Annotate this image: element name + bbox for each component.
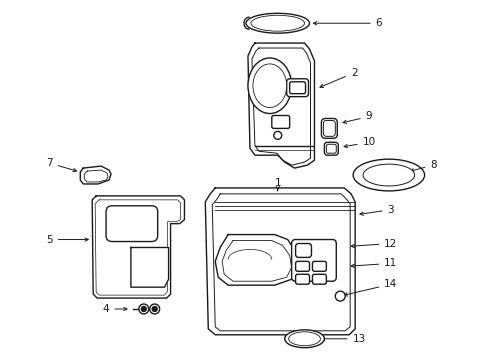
FancyBboxPatch shape <box>295 243 311 257</box>
FancyBboxPatch shape <box>295 274 309 284</box>
FancyBboxPatch shape <box>312 261 325 271</box>
Circle shape <box>149 304 160 314</box>
Text: 14: 14 <box>344 279 397 296</box>
Text: 3: 3 <box>359 205 393 215</box>
Circle shape <box>139 304 148 314</box>
Polygon shape <box>92 196 184 298</box>
Ellipse shape <box>288 332 320 346</box>
Circle shape <box>273 131 281 139</box>
FancyBboxPatch shape <box>321 118 337 138</box>
Ellipse shape <box>250 15 304 31</box>
FancyBboxPatch shape <box>291 239 336 281</box>
Ellipse shape <box>252 64 286 108</box>
Text: 2: 2 <box>319 68 357 87</box>
Ellipse shape <box>247 58 291 113</box>
Ellipse shape <box>245 13 309 33</box>
Ellipse shape <box>362 164 414 186</box>
Text: 6: 6 <box>313 18 382 28</box>
Text: 10: 10 <box>344 137 375 148</box>
Text: 1: 1 <box>274 178 281 191</box>
Text: 11: 11 <box>350 258 397 268</box>
Text: 12: 12 <box>350 239 397 248</box>
Ellipse shape <box>284 330 324 348</box>
Polygon shape <box>80 166 111 184</box>
Text: 5: 5 <box>46 234 88 244</box>
FancyBboxPatch shape <box>312 274 325 284</box>
Polygon shape <box>247 43 314 168</box>
Text: 8: 8 <box>409 160 436 172</box>
FancyBboxPatch shape <box>286 79 308 96</box>
FancyBboxPatch shape <box>106 206 157 242</box>
FancyBboxPatch shape <box>289 82 305 94</box>
Text: 4: 4 <box>102 304 127 314</box>
FancyBboxPatch shape <box>324 142 338 155</box>
Text: 9: 9 <box>342 112 371 123</box>
Polygon shape <box>131 247 168 287</box>
Ellipse shape <box>352 159 424 191</box>
Polygon shape <box>215 235 297 285</box>
Text: 13: 13 <box>321 334 365 344</box>
Circle shape <box>152 306 157 311</box>
Circle shape <box>335 291 345 301</box>
Circle shape <box>141 306 146 311</box>
Polygon shape <box>205 188 354 335</box>
Text: 7: 7 <box>46 158 77 172</box>
FancyBboxPatch shape <box>295 261 309 271</box>
